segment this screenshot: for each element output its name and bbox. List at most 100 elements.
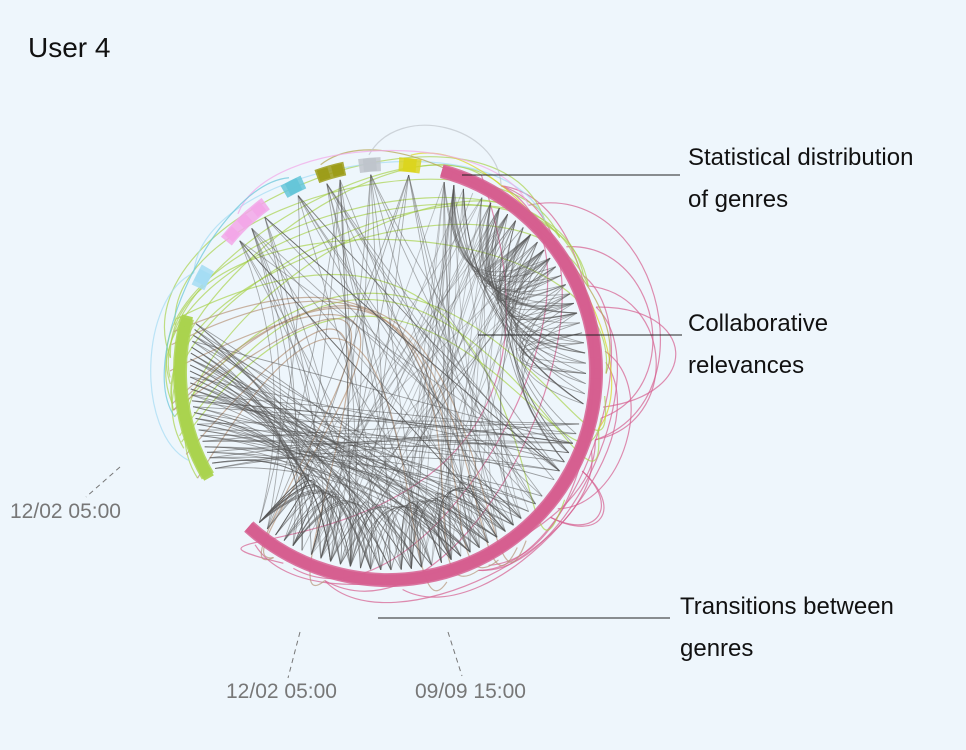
- relevance-edge: [259, 249, 545, 523]
- genre-node: [352, 571, 366, 585]
- relevance-edge: [444, 487, 514, 560]
- relevance-edge: [202, 440, 565, 463]
- collaborative-line-2: relevances: [688, 352, 805, 379]
- genre-node: [363, 573, 376, 586]
- time-label-bottom-left: 12/02 05:00: [226, 680, 337, 703]
- relevance-edge: [504, 220, 570, 454]
- relevance-edge: [496, 266, 556, 305]
- relevance-edge: [251, 228, 341, 565]
- relevance-edge: [190, 358, 402, 570]
- genre-node: [245, 522, 261, 538]
- transition-arc: [179, 299, 600, 462]
- relevance-edge: [515, 284, 584, 345]
- genre-node: [585, 324, 599, 338]
- relevance-edge: [410, 182, 445, 569]
- genre-node: [290, 552, 306, 567]
- genre-node: [485, 543, 501, 559]
- relevance-edge: [518, 312, 586, 364]
- relevance-edge: [326, 183, 536, 505]
- relevance-edge: [497, 234, 571, 305]
- relevance-edge: [458, 481, 514, 548]
- relevance-edge: [380, 208, 500, 570]
- relevance-edge: [486, 202, 587, 374]
- genre-node: [467, 553, 482, 569]
- relevance-edge: [301, 197, 483, 551]
- genre-node: [362, 157, 377, 172]
- relevance-edge: [200, 435, 432, 566]
- relevance-edge: [443, 182, 471, 553]
- relevance-edge: [390, 208, 500, 571]
- genre-node: [179, 314, 193, 328]
- relevance-edge: [251, 228, 281, 530]
- genre-node: [560, 468, 576, 484]
- relevance-edge: [195, 323, 489, 544]
- genre-node: [224, 226, 240, 242]
- relevance-edge: [297, 195, 522, 519]
- relevance-edge: [370, 174, 560, 472]
- genre-node: [440, 165, 454, 180]
- relevance-edge: [259, 492, 361, 569]
- relevance-edge: [360, 202, 492, 569]
- relevance-edge: [194, 412, 536, 505]
- relevance-edge: [453, 185, 574, 304]
- genre-node: [396, 573, 408, 586]
- relevance-edge: [264, 216, 560, 472]
- relevance-edge: [259, 475, 310, 536]
- genre-node: [331, 163, 345, 177]
- time-leader-bottom-right: [447, 631, 463, 677]
- transition-arc: [550, 470, 605, 527]
- genre-node: [571, 282, 587, 298]
- genre-node: [586, 399, 600, 412]
- relevance-edge: [297, 195, 402, 570]
- relevance-edge: [266, 479, 315, 541]
- relevance-edge: [330, 507, 432, 566]
- relevance-edge: [499, 241, 538, 526]
- transition-arc: [550, 470, 602, 526]
- relevance-edge: [190, 352, 322, 559]
- genre-node: [587, 335, 600, 348]
- genre-node: [494, 538, 511, 554]
- relevance-edge: [194, 329, 372, 570]
- genre-node: [402, 157, 417, 173]
- genre-node: [457, 558, 472, 573]
- relevance-edge: [239, 240, 382, 571]
- relevance-edge: [330, 174, 410, 562]
- relevance-edge: [453, 185, 498, 538]
- relevance-edge: [326, 183, 555, 480]
- relevance-edge: [443, 182, 584, 344]
- genre-node: [310, 560, 325, 575]
- relevance-edge: [190, 388, 506, 532]
- relevance-edge: [349, 505, 412, 569]
- relevance-edge: [360, 505, 432, 569]
- genre-node: [567, 272, 582, 288]
- transition-arc: [165, 203, 589, 404]
- relevance-edge: [310, 181, 445, 555]
- relevance-edge: [521, 284, 570, 454]
- relevance-edge: [297, 195, 489, 543]
- relevance-edge: [478, 257, 551, 548]
- relevance-edge: [480, 234, 531, 284]
- relevance-edge: [488, 234, 551, 290]
- genre-node: [280, 546, 296, 562]
- relevance-edge: [380, 504, 452, 570]
- relevance-edge: [486, 234, 545, 287]
- relevance-edge: [259, 484, 324, 555]
- relevance-edge: [390, 214, 509, 571]
- transition-arc: [478, 275, 612, 571]
- relevance-edge: [204, 446, 543, 497]
- relevance-edge: [468, 208, 500, 553]
- genre-node: [576, 292, 591, 307]
- transition-arc: [324, 450, 593, 604]
- genre-node: [427, 568, 441, 582]
- relevance-edge: [437, 489, 514, 563]
- relevance-edge: [264, 216, 332, 562]
- time-leader-bottom-left: [287, 631, 301, 679]
- relevance-edge: [484, 241, 538, 289]
- relevance-edge: [191, 346, 351, 567]
- transition-arc: [324, 185, 563, 592]
- relevance-edge: [515, 249, 565, 463]
- relevance-edges: [189, 174, 587, 571]
- relevance-edge: [326, 183, 432, 566]
- transition-arc: [163, 177, 290, 418]
- relevance-edge: [264, 216, 560, 472]
